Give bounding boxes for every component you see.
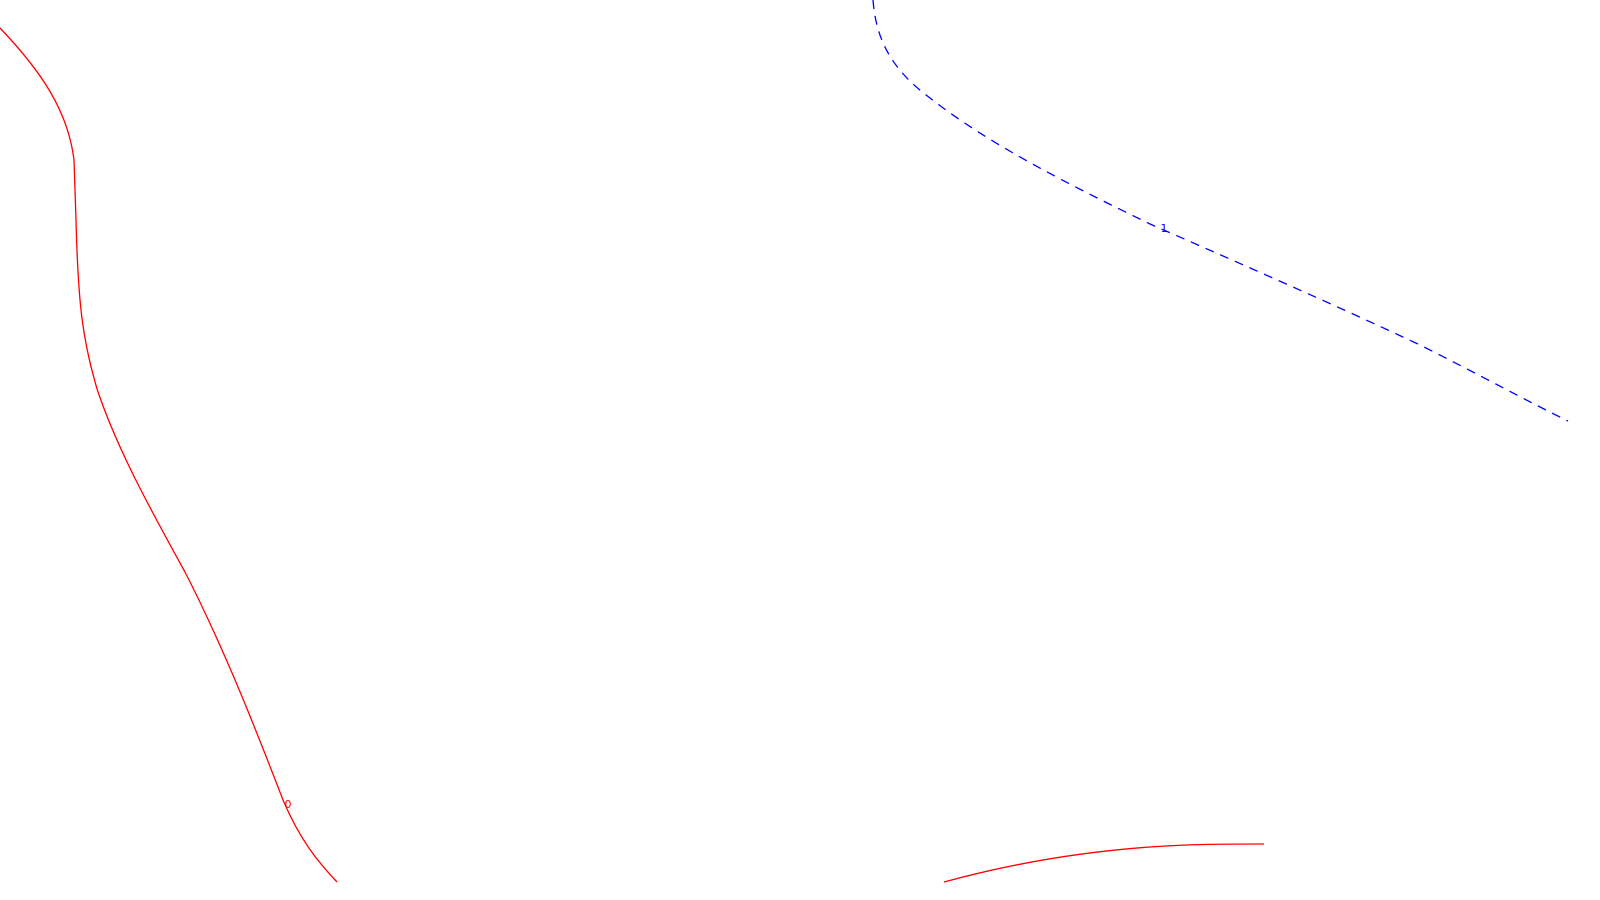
contour-label-0: 0 <box>285 798 292 811</box>
contour-label-1: 1 <box>1161 222 1168 235</box>
contour-line-0-left <box>0 27 338 883</box>
contour-line-0-bottom <box>943 843 1265 883</box>
contour-line-1 <box>872 0 1569 422</box>
